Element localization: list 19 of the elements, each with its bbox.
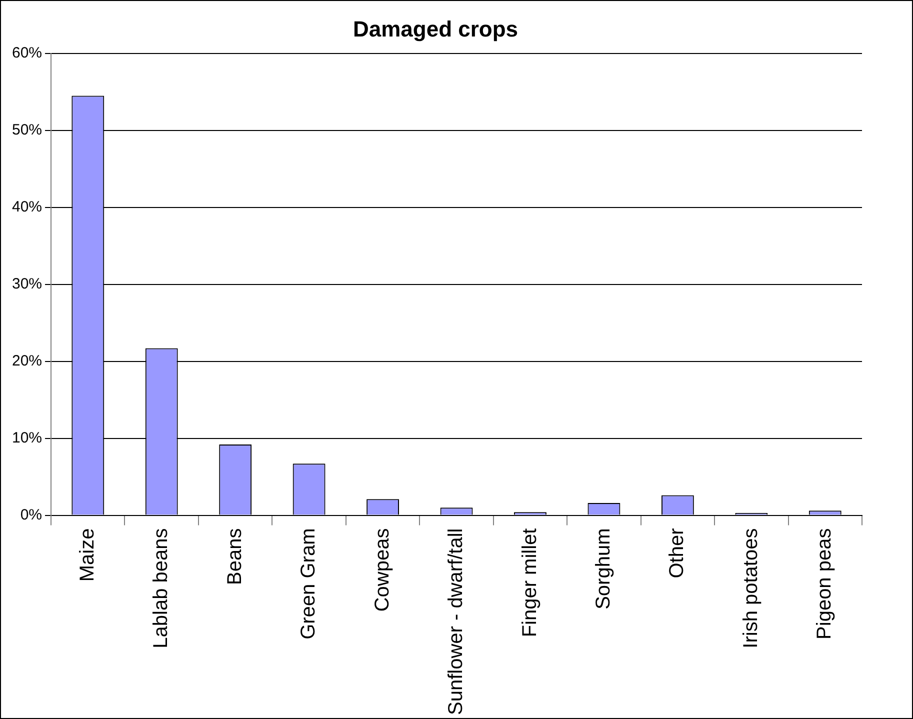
x-tick-label: Pigeon peas xyxy=(814,528,836,640)
x-tick-label: Sunflower - dwarf/tall xyxy=(445,528,468,716)
y-tick-label: 40% xyxy=(12,198,42,216)
x-tick-label: Lablab beans xyxy=(150,528,172,648)
x-tick-label: Green Gram xyxy=(298,528,320,640)
y-tick-label: 20% xyxy=(12,352,42,370)
x-tick-label: Beans xyxy=(224,528,246,585)
x-tick-label: Cowpeas xyxy=(371,528,394,612)
x-tick-label: Irish potatoes xyxy=(740,528,762,648)
chart-title: Damaged crops xyxy=(352,16,518,42)
y-tick-label: 60% xyxy=(12,44,42,62)
y-tick-label: 30% xyxy=(12,275,42,292)
x-tick-label: Other xyxy=(666,528,688,578)
y-tick-label: 10% xyxy=(12,429,42,446)
x-tick-label: Maize xyxy=(76,528,98,582)
y-tick-label: 50% xyxy=(12,122,42,139)
x-tick-label: Sorghum xyxy=(592,528,614,610)
x-tick-label: Finger millet xyxy=(518,528,541,638)
y-tick-label: 0% xyxy=(20,506,42,524)
